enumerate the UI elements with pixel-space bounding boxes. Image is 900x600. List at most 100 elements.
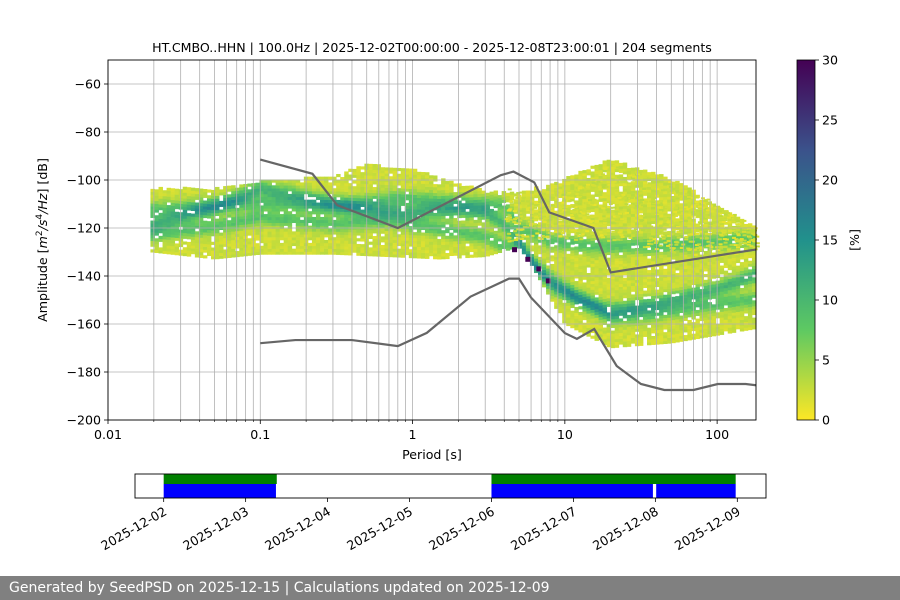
density-cell bbox=[481, 251, 486, 255]
density-cell bbox=[606, 194, 612, 198]
density-cell bbox=[433, 227, 438, 231]
density-cell bbox=[667, 334, 672, 338]
density-cell bbox=[626, 219, 632, 224]
density-cell bbox=[683, 297, 688, 301]
density-cell bbox=[352, 240, 357, 245]
density-cell bbox=[457, 238, 462, 242]
density-cell bbox=[227, 223, 232, 227]
density-cell bbox=[424, 249, 430, 254]
density-cell bbox=[461, 234, 466, 239]
density-cell bbox=[247, 183, 252, 187]
density-cell bbox=[570, 276, 575, 280]
density-cell bbox=[356, 166, 361, 170]
density-cell bbox=[622, 176, 628, 181]
density-cell bbox=[311, 242, 317, 247]
density-cell bbox=[340, 182, 345, 186]
density-cell bbox=[344, 180, 349, 184]
density-cell bbox=[546, 291, 551, 295]
density-cell bbox=[727, 290, 733, 294]
density-cell bbox=[751, 294, 757, 298]
density-cell bbox=[461, 208, 466, 213]
density-cell bbox=[380, 207, 385, 211]
density-cell bbox=[344, 243, 349, 247]
density-cell bbox=[703, 253, 708, 258]
density-cell bbox=[602, 209, 608, 213]
density-cell bbox=[731, 257, 737, 261]
density-cell bbox=[614, 186, 620, 190]
density-cell bbox=[558, 304, 563, 308]
density-cell bbox=[461, 232, 466, 236]
density-cell bbox=[441, 233, 446, 237]
density-cell bbox=[618, 318, 624, 322]
density-cell bbox=[384, 167, 390, 171]
density-cell bbox=[638, 187, 644, 191]
density-cell bbox=[340, 220, 345, 224]
density-cell bbox=[679, 335, 684, 339]
density-cell bbox=[275, 248, 281, 252]
density-cell bbox=[642, 307, 648, 312]
density-cell bbox=[469, 248, 474, 253]
density-cell bbox=[481, 202, 486, 206]
density-cell bbox=[360, 175, 365, 179]
density-cell bbox=[416, 180, 422, 184]
density-cell bbox=[711, 238, 717, 242]
density-cell bbox=[493, 248, 499, 252]
density-cell bbox=[267, 199, 272, 203]
density-cell bbox=[703, 299, 708, 304]
density-cell bbox=[651, 189, 656, 193]
density-cell bbox=[186, 198, 192, 202]
density-cell bbox=[542, 266, 547, 271]
density-cell bbox=[594, 257, 599, 261]
density-cell bbox=[190, 245, 196, 249]
density-cell bbox=[174, 252, 180, 256]
density-cell bbox=[437, 250, 442, 254]
density-cell bbox=[271, 248, 276, 252]
density-cell bbox=[320, 193, 325, 198]
density-cell bbox=[473, 240, 478, 244]
density-cell bbox=[219, 226, 224, 230]
density-cell bbox=[255, 220, 260, 224]
density-cell bbox=[263, 182, 268, 186]
density-cell bbox=[449, 215, 454, 219]
density-cell bbox=[578, 311, 583, 316]
density-cell bbox=[622, 292, 628, 296]
density-cell bbox=[747, 295, 753, 299]
density-cell bbox=[743, 298, 749, 303]
density-cell bbox=[267, 205, 272, 209]
density-cell bbox=[582, 273, 587, 277]
density-cell bbox=[283, 234, 289, 238]
density-cell bbox=[170, 228, 176, 232]
density-cell bbox=[461, 214, 466, 218]
density-cell bbox=[679, 188, 684, 193]
density-cell bbox=[582, 262, 587, 266]
density-cell bbox=[174, 194, 180, 198]
density-cell bbox=[622, 320, 628, 325]
density-cell bbox=[663, 248, 668, 252]
density-cell bbox=[723, 308, 729, 312]
density-cell bbox=[542, 261, 547, 265]
density-cell bbox=[295, 188, 301, 192]
density-cell bbox=[699, 323, 704, 327]
density-cell bbox=[578, 214, 583, 218]
density-cell bbox=[344, 194, 349, 198]
density-cell bbox=[731, 266, 737, 270]
density-cell bbox=[574, 263, 579, 267]
density-cell bbox=[489, 211, 494, 215]
density-cell bbox=[610, 293, 616, 297]
density-cell bbox=[630, 239, 636, 243]
density-cell bbox=[606, 179, 612, 184]
density-cell bbox=[574, 315, 579, 319]
density-cell bbox=[283, 199, 289, 203]
density-cell bbox=[723, 273, 729, 277]
density-cell bbox=[675, 189, 680, 193]
density-cell bbox=[219, 200, 224, 205]
density-cell bbox=[679, 318, 684, 322]
density-cell bbox=[158, 230, 163, 234]
density-cell bbox=[610, 241, 616, 245]
density-cell bbox=[412, 200, 418, 204]
density-cell bbox=[198, 243, 204, 247]
density-cell bbox=[332, 237, 337, 241]
density-cell bbox=[360, 183, 365, 187]
density-cell bbox=[626, 300, 632, 304]
density-cell bbox=[630, 323, 636, 327]
